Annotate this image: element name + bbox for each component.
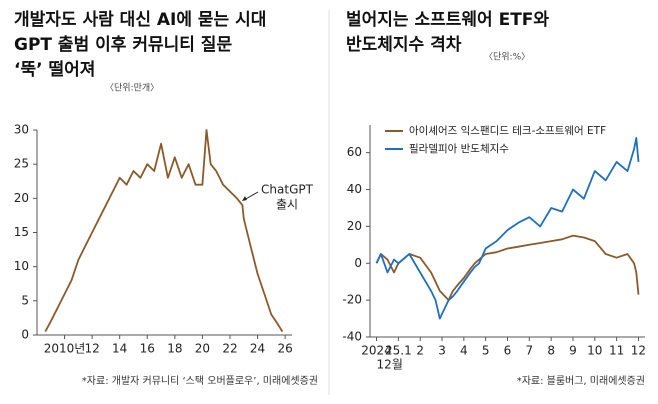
x-tick-label: 4 [460, 344, 468, 358]
y-tick-label: 40 [347, 182, 362, 196]
x-tick-label: 24 [250, 342, 265, 356]
annotation-arrowhead [242, 196, 247, 201]
x-tick-label: 26 [277, 342, 292, 356]
x-tick-label: 9 [569, 344, 577, 358]
x-tick-label: 14 [112, 342, 127, 356]
subtitle: 〈단위:%〉 [484, 52, 530, 63]
y-tick-label: 0 [354, 256, 362, 270]
chart-title: 벌어지는 소프트웨어 ETF와 [346, 10, 549, 30]
x-tick-label: 11 [609, 344, 624, 358]
chart-title: 개발자도 사람 대신 AI에 묻는 시대 [14, 9, 266, 30]
x-tick-label: 8 [547, 344, 555, 358]
chart-title: GPT 출범 이후 커뮤니티 질문 [14, 34, 232, 55]
annotation: 출시 [276, 198, 298, 212]
y-tick-label: 60 [347, 145, 362, 159]
y-tick-label: 0 [21, 328, 29, 342]
series-line [44, 129, 284, 333]
x-tick-label: 6 [504, 344, 512, 358]
y-tick-label: 30 [14, 123, 29, 137]
source: *자료: 개발자 커뮤니티 ‘스택 오버플로우’, 미래에셋증권 [82, 375, 318, 387]
x-tick-label: 2024 [361, 344, 392, 358]
legend-label: 아이셰어즈 익스팬디드 테크-소프트웨어 ETF [409, 125, 606, 137]
x-tick-label: 18 [167, 342, 182, 356]
chart-title: ‘뚝’ 떨어져 [14, 60, 95, 80]
y-tick-label: 10 [14, 259, 29, 273]
y-tick-label: 15 [14, 225, 29, 239]
y-tick-label: 20 [14, 191, 29, 205]
x-tick-label: 12 [631, 344, 646, 358]
x-tick-label: 16 [140, 342, 155, 356]
subtitle: 〈단위:만개〉 [105, 83, 159, 94]
y-tick-label: -40 [342, 330, 362, 344]
legend-label: 필라델피아 반도체지수 [409, 143, 509, 155]
x-tick-label: 25.1 [385, 344, 412, 358]
x-tick-label: 20 [195, 342, 210, 356]
series-line [375, 137, 640, 320]
annotation: ChatGPT [261, 183, 314, 197]
x-tick-label: 12 [84, 342, 99, 356]
x-tick-label: 10 [587, 344, 602, 358]
x-tick-label: 22 [222, 342, 237, 356]
x-tick-label: 12월 [377, 358, 403, 372]
x-tick-label: 3 [438, 344, 446, 358]
x-tick-label: 2 [416, 344, 424, 358]
y-tick-label: 25 [14, 157, 29, 171]
chart-title: 반도체지수 격차 [346, 35, 462, 55]
x-tick-label: 7 [526, 344, 534, 358]
x-tick-label: 2010년 [44, 342, 86, 356]
x-tick-label: 5 [482, 344, 490, 358]
y-tick-label: -20 [342, 293, 362, 307]
source: *자료: 블룸버그, 미래에셋증권 [517, 375, 645, 387]
y-tick-label: 5 [21, 293, 29, 307]
y-tick-label: 20 [347, 219, 362, 233]
